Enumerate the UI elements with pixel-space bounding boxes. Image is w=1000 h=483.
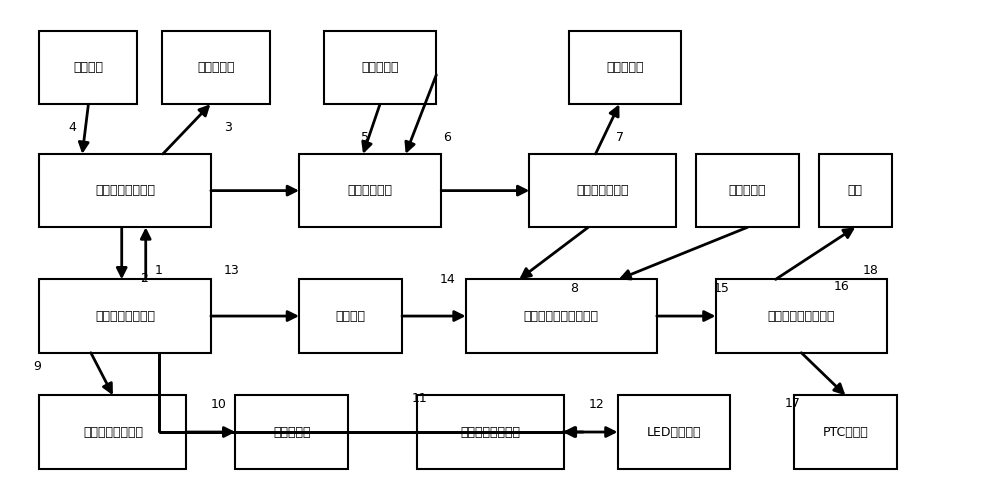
Text: 第二电子电路开关: 第二电子电路开关	[83, 426, 143, 439]
Bar	[235, 395, 348, 469]
Text: 13: 13	[224, 264, 239, 277]
Text: 三极管驱动电路: 三极管驱动电路	[577, 184, 629, 197]
Bar	[529, 154, 676, 227]
Text: 第三电子开关电路: 第三电子开关电路	[460, 426, 520, 439]
Bar	[696, 154, 799, 227]
Bar	[299, 279, 402, 353]
Bar	[39, 395, 186, 469]
Text: 4: 4	[69, 121, 77, 134]
Text: 电源供电控制单元: 电源供电控制单元	[95, 310, 155, 323]
Text: 可控硅触发驱动电路: 可控硅触发驱动电路	[768, 310, 835, 323]
Bar	[324, 31, 436, 104]
Bar	[618, 395, 730, 469]
Bar	[299, 154, 441, 227]
Text: 1: 1	[155, 264, 163, 277]
Text: 10: 10	[211, 398, 227, 412]
Bar	[794, 395, 897, 469]
Text: LED照明模组: LED照明模组	[647, 426, 701, 439]
Text: 3: 3	[224, 121, 232, 134]
Bar	[466, 279, 657, 353]
Text: 第二电位器: 第二电位器	[729, 184, 766, 197]
Bar	[417, 395, 564, 469]
Text: 9: 9	[34, 360, 41, 373]
Bar	[162, 31, 270, 104]
Text: 第一电子开关电路: 第一电子开关电路	[95, 184, 155, 197]
Bar	[39, 31, 137, 104]
Text: 无稳态多谐振荡器电路: 无稳态多谐振荡器电路	[524, 310, 599, 323]
Text: 热敏电阻: 热敏电阻	[336, 310, 366, 323]
Text: 第一按键: 第一按键	[73, 61, 103, 74]
Text: 11: 11	[412, 392, 428, 405]
Text: 6: 6	[443, 131, 451, 144]
Text: 12: 12	[588, 398, 604, 412]
Bar	[569, 31, 681, 104]
Text: 8: 8	[571, 283, 579, 295]
Text: 14: 14	[439, 273, 455, 286]
Text: PTC加热器: PTC加热器	[823, 426, 868, 439]
Text: 18: 18	[863, 264, 878, 277]
Text: 7: 7	[616, 131, 624, 144]
Text: 风机: 风机	[848, 184, 863, 197]
Text: 2: 2	[140, 272, 148, 285]
Text: 第一延时电路: 第一延时电路	[348, 184, 393, 197]
Text: 16: 16	[833, 280, 849, 293]
Text: 17: 17	[784, 397, 800, 410]
Bar	[39, 154, 211, 227]
Text: 第二电磁阀: 第二电磁阀	[273, 426, 311, 439]
Text: 第一指示灯: 第一指示灯	[197, 61, 235, 74]
Bar	[818, 154, 892, 227]
Text: 第一电磁阀: 第一电磁阀	[606, 61, 644, 74]
Bar	[39, 279, 211, 353]
Text: 15: 15	[714, 283, 730, 295]
Bar	[716, 279, 887, 353]
Text: 第一电位器: 第一电位器	[361, 61, 399, 74]
Text: 5: 5	[361, 131, 369, 144]
